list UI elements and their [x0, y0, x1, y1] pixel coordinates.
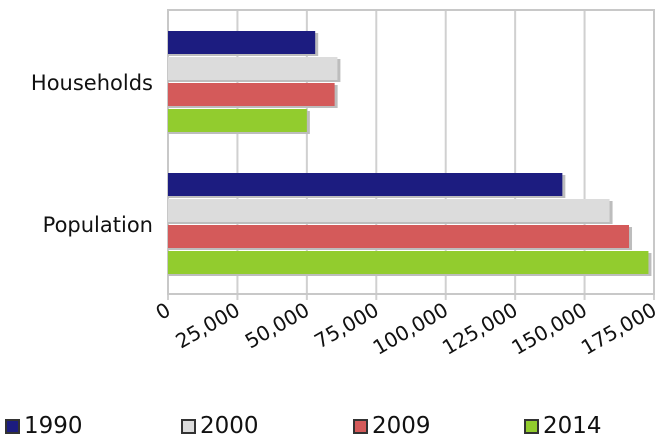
x-tick-label: 25,000 — [171, 298, 244, 354]
plot-area — [167, 9, 655, 295]
legend-item-2014: 2014 — [524, 413, 602, 439]
bar-population-2014 — [168, 251, 649, 274]
bar-population-2009 — [168, 225, 630, 248]
category-labels: Households Population — [31, 71, 153, 237]
x-tick-label: 175,000 — [577, 298, 661, 360]
legend-swatch — [353, 418, 368, 434]
legend-swatch — [524, 418, 539, 434]
legend-swatch — [181, 418, 196, 434]
bar-households-2014 — [168, 109, 307, 132]
x-tick-label: 150,000 — [507, 298, 591, 360]
bar-households-2000 — [168, 57, 338, 80]
legend: 1990 2000 2009 2014 — [0, 413, 668, 447]
category-label: Households — [31, 71, 153, 95]
x-tick-label: 0 — [151, 298, 174, 325]
bar-population-1990 — [168, 173, 563, 196]
legend-item-1990: 1990 — [5, 413, 83, 439]
x-axis-ticks: 025,00050,00075,000100,000125,000150,000… — [151, 298, 660, 360]
legend-label: 2000 — [200, 413, 259, 439]
legend-item-2000: 2000 — [181, 413, 259, 439]
x-tick-label: 50,000 — [241, 298, 314, 354]
legend-label: 2014 — [543, 413, 602, 439]
x-tick-label: 125,000 — [438, 298, 522, 360]
bar-households-2009 — [168, 83, 335, 106]
bars — [168, 31, 652, 276]
bar-households-1990 — [168, 31, 316, 54]
bar-population-2000 — [168, 199, 610, 222]
legend-label: 2009 — [372, 413, 431, 439]
legend-swatch — [5, 418, 20, 434]
category-label: Population — [43, 213, 153, 237]
legend-item-2009: 2009 — [353, 413, 431, 439]
x-tick-label: 100,000 — [369, 298, 453, 360]
legend-label: 1990 — [24, 413, 83, 439]
